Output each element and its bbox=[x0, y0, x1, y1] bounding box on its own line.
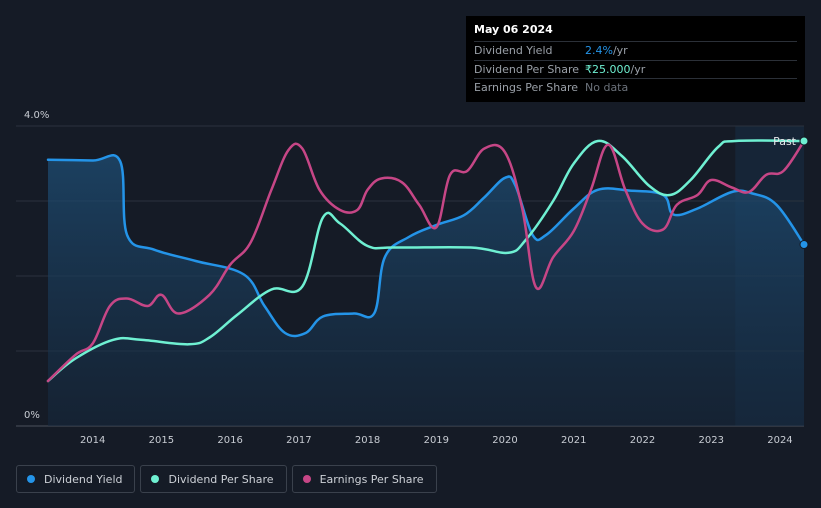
tooltip-unit: /yr bbox=[612, 44, 628, 58]
legend-item-dividend-yield[interactable]: Dividend Yield bbox=[16, 465, 136, 493]
x-tick-label: 2015 bbox=[149, 435, 174, 446]
x-tick-label: 2017 bbox=[286, 435, 311, 446]
tooltip-value: No data bbox=[585, 81, 629, 95]
tooltip-unit: /yr bbox=[630, 62, 646, 76]
tooltip-date: May 06 2024 bbox=[474, 23, 553, 36]
x-tick-label: 2019 bbox=[424, 435, 449, 446]
legend-label: Dividend Per Share bbox=[168, 472, 274, 486]
hover-tooltip: May 06 2024 Dividend Yield 2.4% /yr Divi… bbox=[466, 16, 805, 102]
tooltip-value: ₹25.000 bbox=[585, 62, 631, 76]
earnings-per-share-end-marker bbox=[799, 136, 809, 146]
dividend-yield-end-marker bbox=[799, 240, 809, 249]
dividend-per-share-line bbox=[46, 139, 806, 383]
y-tick-label: 4.0% bbox=[24, 110, 49, 121]
x-tick-label: 2014 bbox=[80, 435, 105, 446]
legend-label: Dividend Yield bbox=[44, 472, 123, 486]
tooltip-value: 2.4% bbox=[585, 44, 613, 58]
dividend-yield-area bbox=[48, 155, 804, 426]
x-tick-label: 2016 bbox=[217, 435, 242, 446]
tooltip-row-earnings-per-share: Earnings Per Share No data bbox=[474, 78, 797, 97]
tooltip-row-dividend-per-share: Dividend Per Share ₹25.000 /yr bbox=[474, 59, 797, 79]
legend-dot-icon bbox=[27, 475, 35, 483]
legend-dot-icon bbox=[302, 475, 311, 483]
legend-dot-icon bbox=[151, 475, 160, 483]
x-tick-label: 2021 bbox=[561, 435, 586, 446]
legend-item-dividend-per-share[interactable]: Dividend Per Share bbox=[140, 465, 287, 493]
y-tick-label: 0% bbox=[24, 410, 40, 421]
tooltip-label: Dividend Yield bbox=[474, 44, 553, 58]
x-tick-label: 2022 bbox=[630, 435, 655, 446]
x-tick-label: 2020 bbox=[492, 435, 517, 446]
chart-legend: Dividend Yield Dividend Per Share Earnin… bbox=[16, 465, 437, 493]
legend-item-earnings-per-share[interactable]: Earnings Per Share bbox=[291, 465, 437, 493]
x-tick-label: 2024 bbox=[767, 435, 792, 446]
earnings-per-share-line bbox=[46, 139, 806, 383]
past-label: Past bbox=[773, 135, 797, 148]
tooltip-row-dividend-yield: Dividend Yield 2.4% /yr bbox=[474, 41, 797, 60]
legend-label: Earnings Per Share bbox=[319, 472, 424, 486]
x-tick-label: 2018 bbox=[355, 435, 380, 446]
tooltip-label: Earnings Per Share bbox=[474, 81, 579, 95]
tooltip-label: Dividend Per Share bbox=[474, 62, 580, 76]
x-tick-label: 2023 bbox=[698, 435, 723, 446]
